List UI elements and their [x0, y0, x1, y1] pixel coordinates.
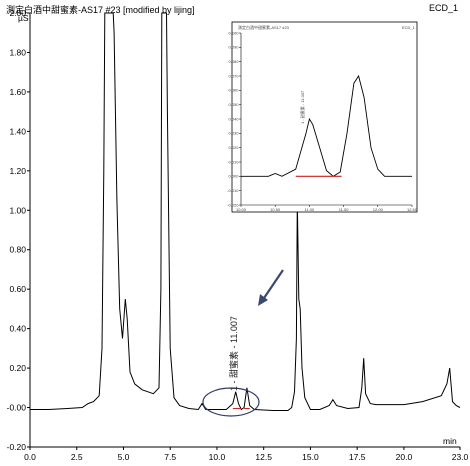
inset-chart: 測定白酒中甜蜜素-AS17 #23 ECD_1 -0.020 -0.010 0.00… [227, 21, 418, 213]
x-tick-label: 23.0 [452, 452, 469, 462]
inset-y-tick-label: 0.100 [228, 30, 239, 35]
x-tick-label: 5.0 [118, 452, 130, 462]
inset-y-tick-label: 0.090 [228, 45, 239, 50]
peak-annotation: 1 - 甜蜜素 - 11.007 [228, 316, 239, 391]
inset-y-tick-label: 0.060 [228, 88, 239, 93]
inset-x-tick-label: 10.00 [236, 207, 247, 212]
inset-trace [241, 74, 412, 177]
pointer-arrow [258, 269, 284, 306]
x-tick-label: 7.5 [164, 452, 176, 462]
inset-y-tick-label: 0.020 [228, 145, 239, 150]
inset-title: 測定白酒中甜蜜素-AS17 #23 [238, 24, 290, 30]
inset-x-tick-label: 11.00 [305, 207, 315, 212]
y-tick-label: 2.00 [9, 8, 26, 18]
x-tick-label: 20.0 [396, 452, 413, 462]
inset-x-tick-label: 12.50 [407, 207, 418, 212]
channel-label: ECD_1 [428, 3, 458, 13]
x-tick-label: 17.5 [349, 452, 366, 462]
y-tick-label: 0.20 [9, 363, 26, 373]
x-unit-label: min [443, 436, 457, 446]
inset-x-tick-label: 11.50 [339, 207, 349, 212]
inset-channel: ECD_1 [402, 25, 416, 30]
y-tick-label: 1.20 [9, 166, 26, 176]
y-tick-label: -0.00 [7, 403, 27, 413]
inset-y-tick-label: 0.070 [228, 73, 239, 78]
inset-peak-annotation: 1 - 甜蜜素 - 11.007 [299, 90, 305, 124]
inset-y-tick-label: 0.050 [228, 102, 239, 107]
chart-title: 測定白酒中甜蜜素-AS17 #23 [modified by lijing] [6, 5, 195, 15]
y-tick-label: 1.60 [9, 87, 26, 97]
y-tick-label: 1.00 [9, 205, 26, 215]
inset-y-tick-label: 0.040 [228, 116, 239, 121]
inset-y-tick-label: 0.080 [228, 59, 239, 64]
y-tick-label: 0.60 [9, 284, 26, 294]
x-tick-label: 2.5 [71, 452, 83, 462]
inset-x-axis: 10.00 10.50 11.00 11.50 12.00 12.50 [236, 204, 418, 212]
inset-y-tick-label: 0.010 [228, 159, 239, 164]
y-unit-label: µS [18, 13, 29, 23]
inset-frame [231, 21, 418, 213]
x-tick-label: 15.0 [302, 452, 319, 462]
inset-y-tick-label: -0.020 [227, 202, 239, 207]
y-axis: -0.20 -0.00 0.20 0.40 0.60 0.80 1.00 1.20 1.40 1.… [7, 8, 31, 452]
inset-y-axis: -0.020 -0.010 0.000 0.010 0.020 0.030 0.040 0.0… [227, 30, 242, 207]
y-tick-label: -0.20 [7, 442, 27, 452]
x-tick-label: 12.5 [255, 452, 272, 462]
y-tick-label: 1.80 [9, 47, 26, 57]
y-tick-label: 1.40 [9, 126, 26, 136]
highlight-ellipse [202, 387, 260, 417]
x-axis: 0.0 2.5 5.0 7.5 10.0 12.5 15.0 17.5 20.0 23.0 [24, 446, 469, 462]
chromatogram-trace [30, 12, 461, 411]
y-tick-label: 0.40 [9, 324, 26, 334]
inset-y-tick-label: -0.010 [227, 188, 239, 193]
inset-x-tick-label: 10.50 [270, 207, 281, 212]
x-tick-label: 0.0 [24, 452, 36, 462]
inset-x-tick-label: 12.00 [373, 207, 384, 212]
inset-y-tick-label: 0.030 [228, 131, 239, 136]
inset-y-tick-label: 0.000 [228, 174, 239, 179]
x-tick-label: 10.0 [209, 452, 226, 462]
y-tick-label: 0.80 [9, 245, 26, 255]
